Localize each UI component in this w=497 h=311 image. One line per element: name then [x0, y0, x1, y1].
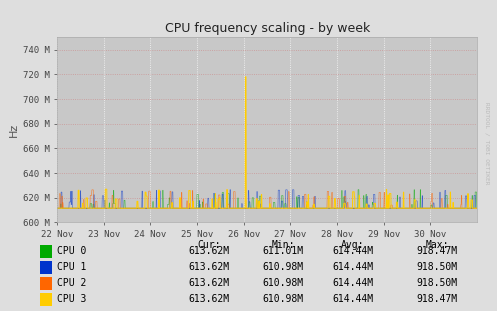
Title: CPU frequency scaling - by week: CPU frequency scaling - by week — [165, 22, 370, 35]
Text: 613.62M: 613.62M — [188, 262, 229, 272]
Text: 610.98M: 610.98M — [263, 262, 304, 272]
Text: CPU 3: CPU 3 — [57, 294, 86, 304]
Text: 611.01M: 611.01M — [263, 246, 304, 256]
FancyBboxPatch shape — [40, 261, 52, 274]
Text: 918.47M: 918.47M — [417, 294, 458, 304]
Text: Cur:: Cur: — [197, 239, 221, 250]
Text: 613.62M: 613.62M — [188, 246, 229, 256]
Text: 613.62M: 613.62M — [188, 294, 229, 304]
Text: CPU 2: CPU 2 — [57, 278, 86, 288]
Text: CPU 1: CPU 1 — [57, 262, 86, 272]
Text: 918.50M: 918.50M — [417, 278, 458, 288]
FancyBboxPatch shape — [40, 293, 52, 306]
Text: 614.44M: 614.44M — [332, 278, 373, 288]
Text: 610.98M: 610.98M — [263, 278, 304, 288]
Text: 610.98M: 610.98M — [263, 294, 304, 304]
Text: 918.47M: 918.47M — [417, 246, 458, 256]
FancyBboxPatch shape — [40, 245, 52, 258]
Text: 613.62M: 613.62M — [188, 278, 229, 288]
Text: RRDTOOL / TOBI OETIKER: RRDTOOL / TOBI OETIKER — [485, 102, 490, 184]
Text: Max:: Max: — [425, 239, 449, 250]
Text: 918.50M: 918.50M — [417, 262, 458, 272]
Y-axis label: Hz: Hz — [8, 123, 18, 137]
Text: 614.44M: 614.44M — [332, 262, 373, 272]
Text: 614.44M: 614.44M — [332, 246, 373, 256]
Text: 614.44M: 614.44M — [332, 294, 373, 304]
Text: Avg:: Avg: — [341, 239, 365, 250]
FancyBboxPatch shape — [40, 276, 52, 290]
Text: Min:: Min: — [271, 239, 295, 250]
Text: CPU 0: CPU 0 — [57, 246, 86, 256]
